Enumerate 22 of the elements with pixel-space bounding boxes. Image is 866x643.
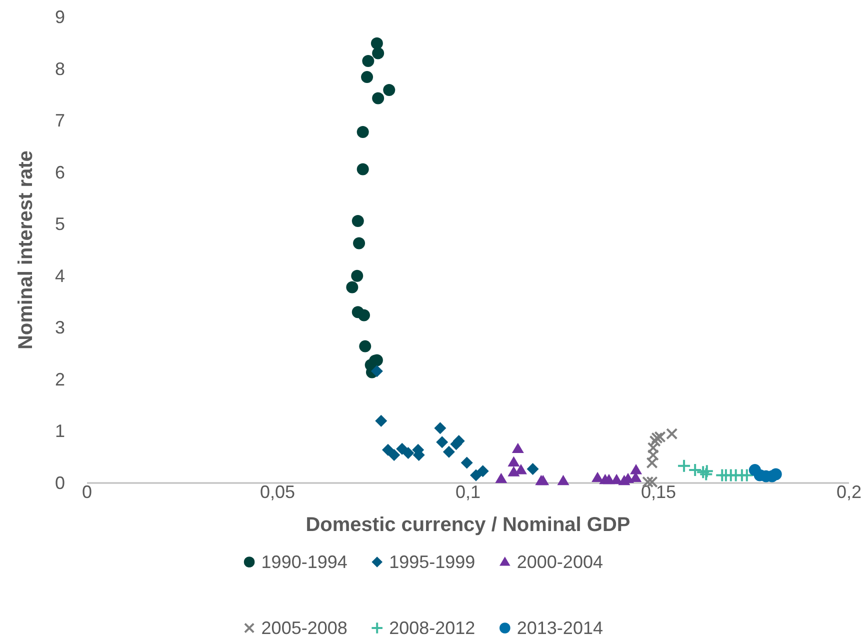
x-tick-label: 0 bbox=[82, 482, 92, 502]
y-tick-label: 8 bbox=[54, 58, 65, 79]
y-tick-label: 1 bbox=[54, 421, 65, 442]
y-tick-label: 5 bbox=[54, 214, 65, 234]
x-tick-label: 0,2 bbox=[836, 482, 862, 502]
y-tick-label: 3 bbox=[54, 318, 65, 338]
y-tick-label: 7 bbox=[54, 110, 65, 131]
y-tick-label: 9 bbox=[54, 7, 65, 27]
legend-label: 1990-1994 bbox=[261, 552, 348, 572]
legend-label: 2000-2004 bbox=[516, 552, 603, 572]
y-tick-label: 6 bbox=[54, 162, 65, 182]
legend-label: 1995-1999 bbox=[389, 552, 476, 572]
x-tick-label: 0,15 bbox=[640, 482, 676, 502]
x-tick-label: 0,1 bbox=[455, 482, 481, 502]
legend-label: 2013-2014 bbox=[516, 618, 603, 638]
x-tick-label: 0,05 bbox=[260, 482, 296, 502]
y-axis-title: Nominal interest rate bbox=[15, 150, 37, 350]
y-tick-label: 4 bbox=[54, 266, 65, 286]
legend-label: 2005-2008 bbox=[261, 618, 348, 638]
legend-label: 2008-2012 bbox=[389, 618, 476, 638]
x-axis-title: Domestic currency / Nominal GDP bbox=[306, 514, 630, 536]
y-tick-label: 2 bbox=[54, 369, 65, 390]
